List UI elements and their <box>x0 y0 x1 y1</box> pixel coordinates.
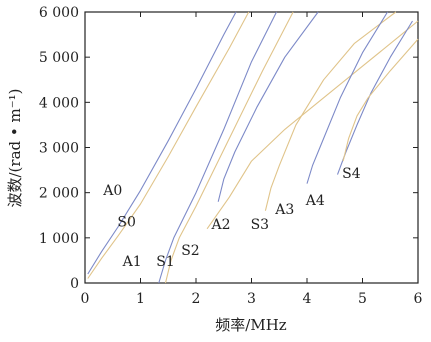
series-line-a3 <box>306 11 388 184</box>
series-line-a4 <box>336 20 413 175</box>
x-axis-title: 频率/MHz <box>215 316 286 334</box>
curve-label-s2: S2 <box>181 243 200 259</box>
series-line-s0 <box>87 11 250 279</box>
curve-label-s4: S4 <box>342 166 361 182</box>
series-line-a1 <box>158 11 277 284</box>
y-tick-label: 4 000 <box>39 95 79 111</box>
x-tick-label: 0 <box>81 291 90 307</box>
x-tick-label: 6 <box>414 291 423 307</box>
x-tick-label: 5 <box>358 291 367 307</box>
ticks-layer: 0 1 2 3 4 5 6 0 1 000 2 000 3 000 4 000 5 000 6 000 <box>39 5 423 307</box>
plot-frame <box>84 11 419 284</box>
y-axis-title: 波数/(rad • m⁻¹) <box>6 88 24 207</box>
curve-label-a3: A3 <box>274 202 294 218</box>
y-tick-label: 5 000 <box>39 50 79 66</box>
curve-label-a1: A1 <box>122 254 142 270</box>
curve-label-s3: S3 <box>251 217 270 233</box>
curve-label-a2: A2 <box>210 217 230 233</box>
series-layer <box>87 11 419 284</box>
series-line-a0 <box>87 11 237 275</box>
curve-label-s1: S1 <box>156 254 175 270</box>
curve-label-a0: A0 <box>102 183 122 199</box>
y-tick-label: 0 <box>70 276 79 292</box>
series-line-s1 <box>164 11 294 284</box>
y-tick-label: 6 000 <box>39 5 79 21</box>
x-tick-label: 4 <box>303 291 312 307</box>
series-line-a2 <box>217 11 319 202</box>
x-tick-label: 2 <box>192 291 201 307</box>
curve-label-a4: A4 <box>305 193 325 209</box>
y-tick-label: 3 000 <box>39 141 79 157</box>
series-line-s4 <box>342 38 419 162</box>
x-tick-label: 3 <box>247 291 256 307</box>
x-tick-label: 1 <box>136 291 145 307</box>
curve-label-s0: S0 <box>117 215 136 231</box>
y-tick-label: 1 000 <box>39 231 79 247</box>
series-line-s2 <box>206 20 419 230</box>
y-tick-label: 2 000 <box>39 186 79 202</box>
series-line-s3 <box>264 11 397 211</box>
